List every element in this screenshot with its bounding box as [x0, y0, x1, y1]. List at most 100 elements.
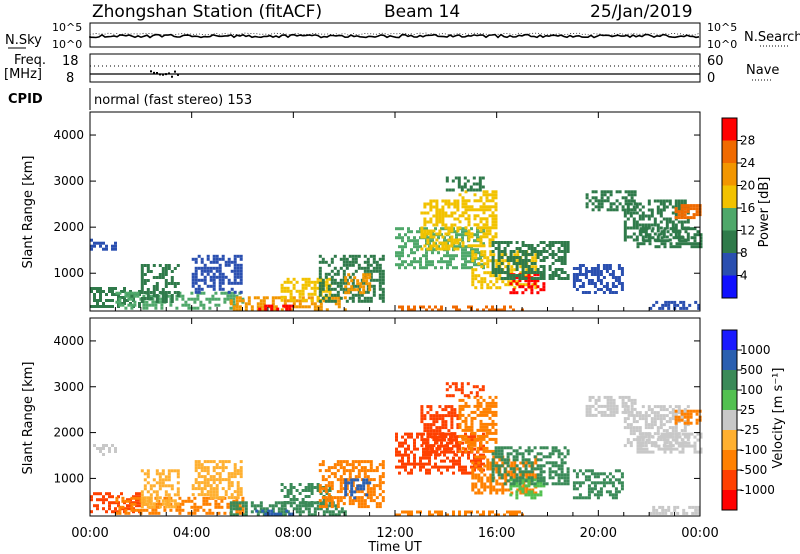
power-data-cells — [90, 176, 703, 312]
data-cell — [236, 269, 240, 273]
data-cell — [321, 278, 325, 282]
data-cell — [515, 256, 519, 259]
data-cell — [464, 217, 468, 221]
data-cell — [203, 487, 207, 491]
data-cell — [304, 501, 308, 504]
data-cell — [343, 308, 347, 312]
data-cell — [146, 267, 150, 270]
data-cell — [485, 428, 489, 432]
data-cell — [516, 253, 520, 257]
data-cell — [199, 291, 203, 295]
data-cell — [339, 278, 343, 282]
data-cell — [479, 437, 483, 441]
data-cell — [581, 264, 585, 267]
data-cell — [498, 458, 502, 462]
data-cell — [378, 275, 382, 279]
data-cell — [455, 438, 458, 442]
data-cell — [96, 299, 99, 302]
data-cell — [479, 434, 483, 438]
data-cell — [194, 260, 198, 264]
data-cell — [196, 508, 200, 512]
data-cell — [683, 415, 687, 419]
data-cell — [404, 450, 407, 454]
data-cell — [615, 205, 619, 209]
data-cell — [458, 238, 462, 242]
data-cell — [197, 493, 201, 497]
data-cell — [466, 394, 470, 398]
data-cell — [368, 481, 372, 485]
data-cell — [482, 434, 486, 438]
data-cell — [447, 226, 451, 230]
data-cell — [524, 449, 528, 453]
data-cell — [480, 455, 484, 459]
data-cell — [124, 306, 128, 310]
data-cell — [693, 239, 697, 243]
data-cell — [226, 505, 230, 509]
data-cell — [206, 466, 210, 470]
data-cell — [630, 190, 634, 194]
data-cell — [398, 305, 401, 309]
data-cell — [209, 284, 213, 288]
data-cell — [509, 452, 513, 456]
data-cell — [146, 502, 150, 506]
data-cell — [444, 426, 448, 430]
data-cell — [575, 279, 579, 282]
data-cell — [635, 429, 639, 433]
data-cell — [626, 208, 630, 212]
data-cell — [453, 217, 457, 221]
data-cell — [334, 504, 338, 508]
data-cell — [461, 214, 465, 218]
data-cell — [187, 511, 191, 515]
data-cell — [647, 438, 651, 442]
data-cell — [450, 408, 454, 412]
data-cell — [566, 470, 570, 474]
data-cell — [533, 455, 537, 459]
data-cell — [327, 296, 331, 300]
data-cell — [684, 227, 688, 231]
data-cell — [324, 490, 328, 494]
data-cell — [516, 467, 520, 471]
data-cell — [464, 447, 467, 451]
data-cell — [407, 444, 410, 448]
data-cell — [693, 236, 697, 240]
data-cell — [521, 274, 525, 277]
data-cell — [381, 496, 385, 500]
data-cell — [474, 256, 478, 260]
data-cell — [138, 504, 141, 508]
data-cell — [447, 438, 451, 442]
data-cell — [413, 242, 416, 246]
data-cell — [494, 431, 498, 435]
data-cell — [471, 488, 475, 492]
data-cell — [431, 465, 434, 469]
data-cell — [482, 398, 486, 402]
data-cell — [477, 461, 481, 465]
data-cell — [611, 484, 615, 488]
data-cell — [661, 303, 665, 307]
data-cell — [539, 470, 543, 474]
data-cell — [342, 502, 346, 506]
data-cell — [149, 496, 153, 500]
data-cell — [99, 447, 102, 450]
data-cell — [494, 437, 498, 441]
data-cell — [164, 490, 168, 494]
data-cell — [206, 266, 210, 270]
data-cell — [697, 306, 701, 310]
data-cell — [533, 262, 537, 265]
data-cell — [191, 257, 195, 261]
data-cell — [398, 471, 401, 475]
data-cell — [663, 245, 667, 249]
data-cell — [375, 466, 379, 470]
data-cell — [668, 426, 672, 430]
data-cell — [500, 452, 504, 456]
data-cell — [313, 308, 317, 312]
data-cell — [435, 199, 439, 203]
data-cell — [277, 296, 281, 300]
data-cell — [510, 491, 514, 495]
data-cell — [689, 207, 693, 211]
data-cell — [483, 271, 487, 275]
data-cell — [620, 487, 624, 491]
nave-dip-point — [165, 73, 167, 76]
data-cell — [330, 466, 334, 470]
data-cell — [521, 271, 525, 274]
data-cell — [585, 193, 589, 197]
